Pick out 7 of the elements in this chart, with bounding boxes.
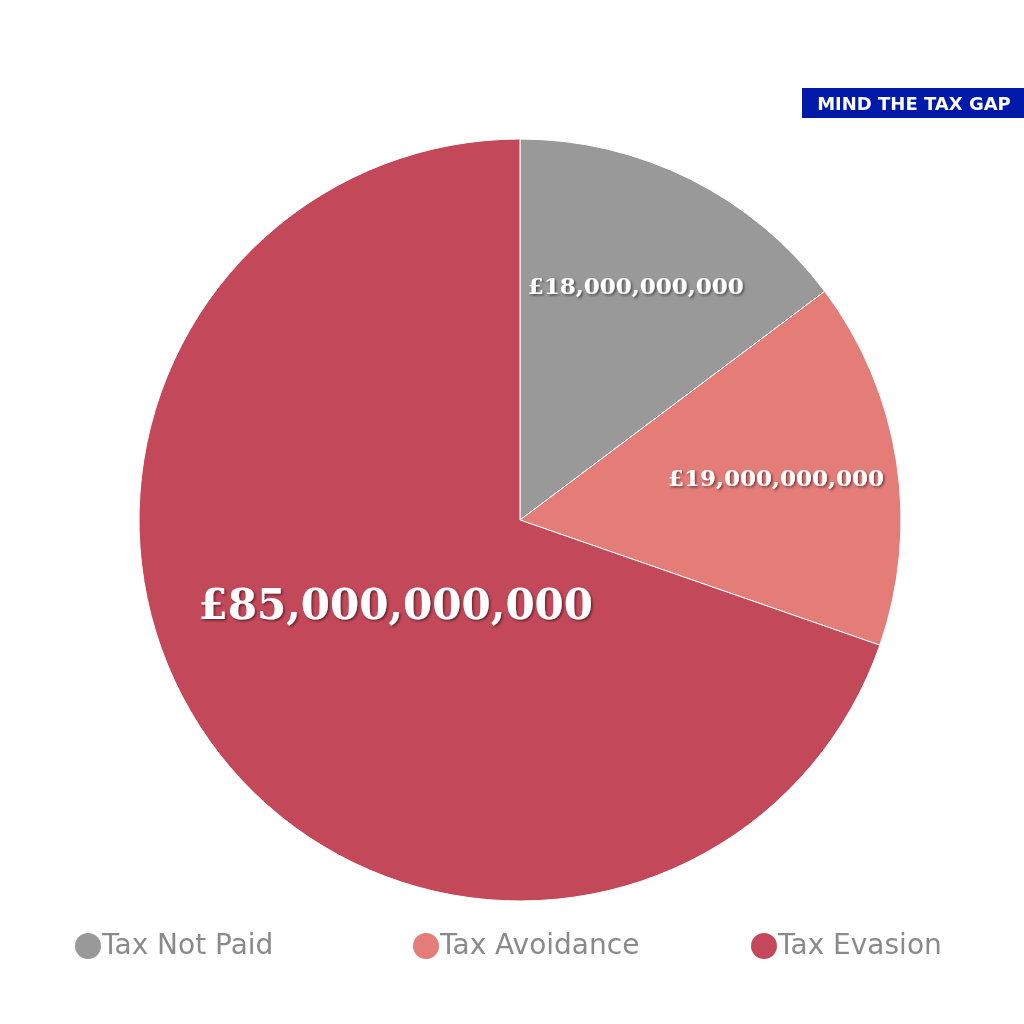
legend-label: Tax Not Paid [101,928,274,961]
chart-title: MIND THE TAX GAP [817,93,1011,114]
legend-label: Tax Avoidance [439,928,640,961]
data-label: £18,000,000,000 [527,272,744,300]
data-label: £19,000,000,000 [667,464,885,492]
data-label: £85,000,000,000 [198,580,594,630]
legend-label: Tax Evasion [777,928,942,961]
